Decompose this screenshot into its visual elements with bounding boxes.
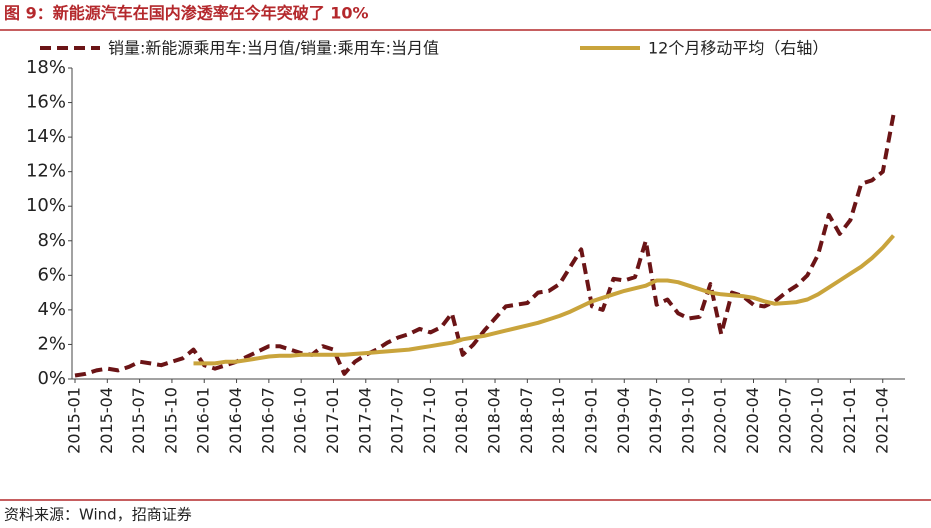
x-tick-label: 2015-10 [161,387,180,454]
source: 资料来源：Wind，招商证券 [4,506,192,524]
y-tick-label: 14% [26,126,66,147]
x-tick-label: 2018-10 [549,387,568,454]
x-tick-label: 2016-04 [226,387,245,454]
y-tick-label: 16% [26,92,66,113]
x-tick-label: 2017-04 [355,387,374,454]
x-tick-label: 2018-01 [452,387,471,454]
y-tick-label: 12% [26,161,66,182]
series-line [74,114,896,378]
y-tick-label: 6% [37,264,66,285]
x-tick-label: 2019-07 [646,387,665,454]
x-tick-label: 2019-04 [614,387,633,454]
x-tick-label: 2018-07 [517,387,536,454]
legend-label: 销量:新能源乘用车:当月值/销量:乘用车:当月值 [108,39,439,58]
x-tick-label: 2020-01 [711,387,730,454]
x-tick-label: 2017-07 [388,387,407,454]
x-tick-label: 2015-04 [97,387,116,454]
legend-label: 12个月移动平均（右轴） [648,39,828,58]
x-tick-label: 2020-10 [808,387,827,454]
y-tick-label: 8% [37,230,66,251]
x-tick-label: 2019-10 [678,387,697,454]
y-tick-label: 4% [37,299,66,320]
chart-title: 图 9：新能源汽车在国内渗透率在今年突破了 10% [4,4,369,23]
x-tick-label: 2016-07 [258,387,277,454]
series-line [193,234,895,366]
x-tick-label: 2018-04 [485,387,504,454]
x-tick-label: 2016-10 [291,387,310,454]
x-tick-label: 2015-01 [65,387,84,454]
x-tick-label: 2020-07 [775,387,794,454]
x-tick-label: 2017-10 [420,387,439,454]
x-tick-label: 2017-01 [323,387,342,454]
x-tick-label: 2019-01 [581,387,600,454]
x-tick-label: 2021-01 [840,387,859,454]
x-tick-label: 2015-07 [129,387,148,454]
x-tick-label: 2020-04 [743,387,762,454]
y-tick-label: 10% [26,195,66,216]
y-tick-label: 18% [26,57,66,78]
y-tick-label: 2% [37,333,66,354]
y-tick-label: 0% [37,368,66,389]
x-tick-label: 2016-01 [194,387,213,454]
x-tick-label: 2021-04 [872,387,891,454]
